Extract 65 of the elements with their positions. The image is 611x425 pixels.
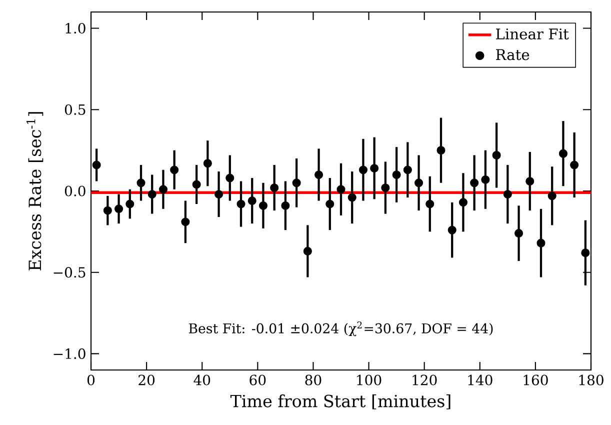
point [526,176,534,186]
point [358,166,368,174]
annotation: Best Fit: -0.01 ±0.024 (χ$^{2}$=30.67, DOF = 44) [188,321,493,336]
y-tick-label: −1.0 [54,348,86,359]
point [326,200,334,208]
x-tick-label: 40 [194,374,210,386]
y-tick-label: 0.5 [64,104,86,115]
point [481,175,490,184]
x-tick-label: 120 [412,374,437,386]
y-tick-label: 0.0 [64,186,86,196]
point [370,164,379,172]
y-tick-label: −0.5 [54,267,86,278]
y-axis-title: Excess Rate [sec$^{-1}$] [26,112,44,270]
point [158,185,168,194]
x-tick-label: 140 [468,374,492,386]
point [392,170,401,179]
point [103,206,112,215]
point [192,180,201,189]
y-tick-label: 1.0 [66,22,86,34]
point [258,201,268,210]
point [281,201,290,210]
point [503,190,512,199]
point [514,229,524,238]
point [336,185,346,194]
x-tick-label: 60 [250,374,266,386]
point [292,178,301,188]
point [492,150,501,160]
x-tick-label: 0 [87,374,95,386]
point [558,149,568,158]
point [236,200,246,208]
point [314,170,324,179]
point [381,183,390,192]
point [136,178,146,188]
point [548,192,556,200]
x-tick-label: 20 [138,374,155,386]
point [214,190,224,199]
point [570,160,579,170]
x-tick-label: 180 [579,374,604,386]
point [270,183,279,192]
point [181,218,190,226]
point [470,178,479,188]
legend-label: Linear Fit [496,28,569,40]
x-axis-title: Time from Start [minutes] [230,394,450,410]
point [403,166,412,174]
point [226,174,234,182]
point [114,204,124,214]
point [170,166,179,174]
point [248,196,256,206]
point [536,238,546,248]
point [436,146,446,155]
x-tick-label: 100 [357,374,382,386]
point [126,200,134,208]
point [203,159,212,168]
point [148,190,156,199]
point [458,198,468,207]
point [348,193,356,202]
point [426,200,434,208]
x-tick-label: 160 [524,374,548,386]
point [581,248,590,258]
point [303,246,312,256]
legend-label: Rate [496,49,530,60]
point [92,160,101,170]
point [448,226,456,234]
point [414,178,424,188]
x-tick-label: 80 [305,374,322,386]
